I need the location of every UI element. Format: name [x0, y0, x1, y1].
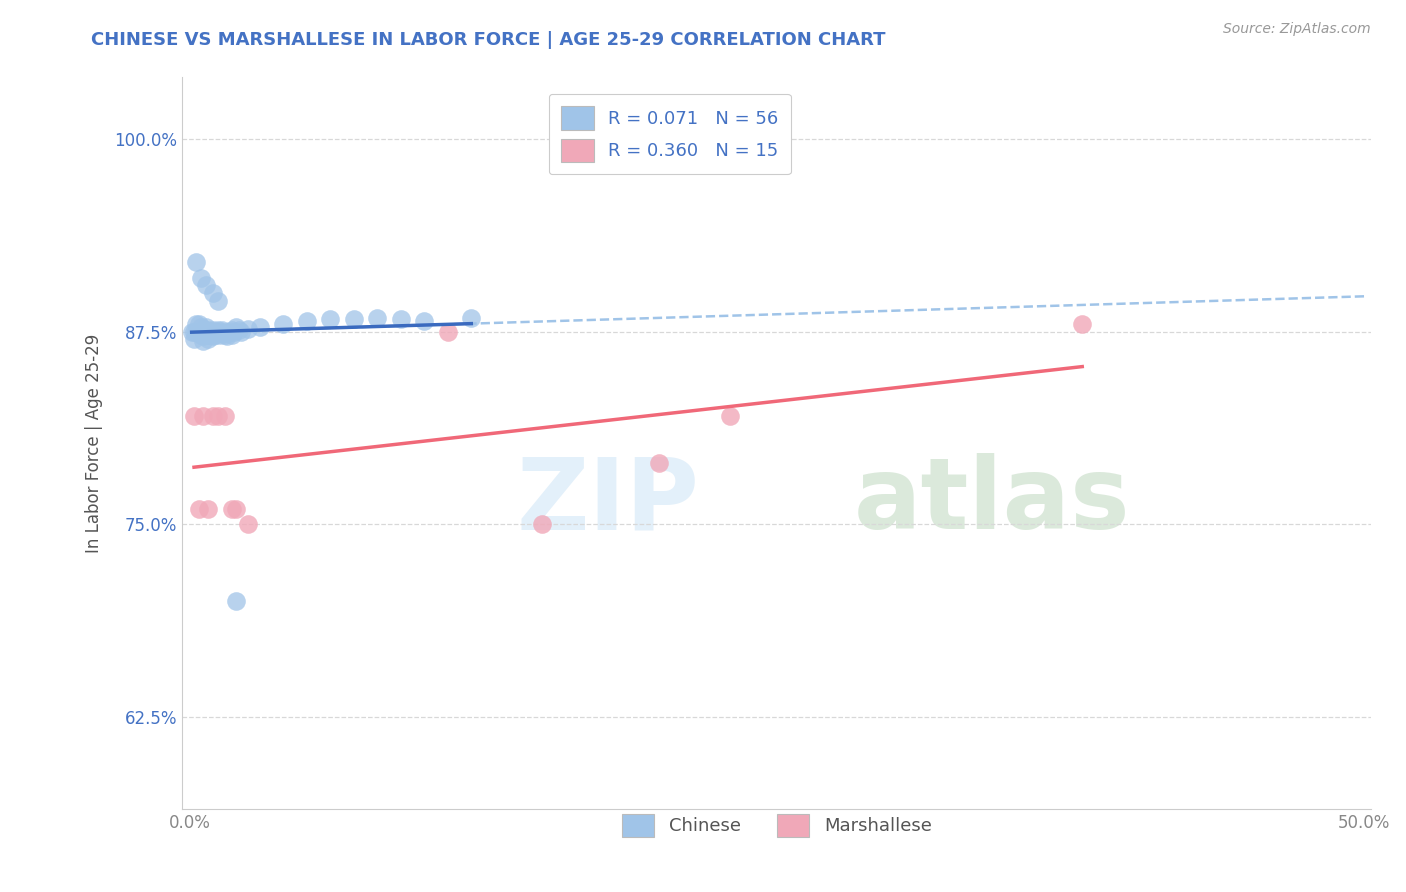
Point: [211, 326, 233, 340]
Point: [249, 320, 271, 334]
Point: [214, 327, 236, 342]
Point: [225, 320, 247, 334]
Point: [436, 325, 458, 339]
Point: [319, 312, 342, 326]
Point: [215, 326, 238, 340]
Point: [221, 323, 243, 337]
Point: [207, 409, 229, 424]
Point: [200, 327, 222, 342]
Point: [225, 501, 247, 516]
Point: [194, 327, 217, 342]
Point: [183, 325, 205, 339]
Point: [530, 517, 553, 532]
Point: [201, 286, 224, 301]
Point: [197, 323, 219, 337]
Point: [222, 325, 245, 339]
Point: [197, 325, 219, 339]
Text: CHINESE VS MARSHALLESE IN LABOR FORCE | AGE 25-29 CORRELATION CHART: CHINESE VS MARSHALLESE IN LABOR FORCE | …: [91, 31, 886, 49]
Point: [221, 501, 243, 516]
Point: [207, 326, 229, 340]
Text: ZIP: ZIP: [516, 453, 700, 550]
Point: [295, 314, 318, 328]
Point: [197, 501, 219, 516]
Point: [236, 517, 259, 532]
Point: [193, 329, 215, 343]
Point: [187, 325, 209, 339]
Point: [228, 323, 250, 337]
Text: Source: ZipAtlas.com: Source: ZipAtlas.com: [1223, 22, 1371, 37]
Point: [208, 327, 231, 342]
Point: [201, 323, 224, 337]
Point: [200, 325, 222, 339]
Legend: Chinese, Marshallese: Chinese, Marshallese: [614, 806, 939, 844]
Point: [1071, 317, 1094, 331]
Point: [190, 327, 212, 342]
Point: [366, 310, 388, 325]
Point: [201, 409, 224, 424]
Point: [208, 325, 231, 339]
Point: [180, 325, 202, 339]
Point: [229, 325, 252, 339]
Point: [194, 278, 217, 293]
Point: [273, 317, 295, 331]
Point: [214, 409, 236, 424]
Text: atlas: atlas: [853, 453, 1130, 550]
Point: [186, 325, 208, 339]
Point: [218, 325, 240, 339]
Point: [190, 320, 212, 334]
Point: [183, 409, 205, 424]
Point: [194, 320, 217, 334]
Y-axis label: In Labor Force | Age 25-29: In Labor Force | Age 25-29: [86, 334, 103, 553]
Point: [343, 312, 366, 326]
Point: [225, 594, 247, 608]
Point: [190, 270, 212, 285]
Point: [718, 409, 741, 424]
Point: [193, 334, 215, 348]
Point: [186, 255, 208, 269]
Point: [187, 501, 209, 516]
Point: [211, 323, 233, 337]
Point: [186, 317, 208, 331]
Point: [236, 321, 259, 335]
Point: [204, 327, 226, 342]
Point: [193, 323, 215, 337]
Point: [460, 310, 482, 325]
Point: [204, 325, 226, 339]
Point: [193, 409, 215, 424]
Point: [389, 312, 412, 326]
Point: [201, 329, 224, 343]
Point: [207, 323, 229, 337]
Point: [215, 329, 238, 343]
Point: [214, 325, 236, 339]
Point: [413, 314, 436, 328]
Point: [207, 293, 229, 308]
Point: [221, 327, 243, 342]
Point: [187, 317, 209, 331]
Point: [197, 332, 219, 346]
Point: [648, 456, 671, 470]
Point: [183, 332, 205, 346]
